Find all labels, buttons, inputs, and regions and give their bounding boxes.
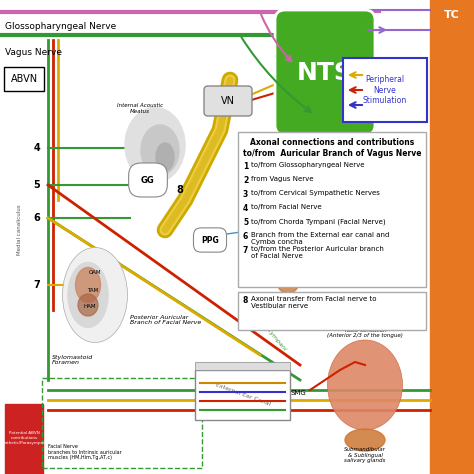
Bar bbox=[42, 378, 202, 468]
Ellipse shape bbox=[141, 125, 179, 175]
Text: Axonal transfer from Facial nerve to
Vestibular nerve: Axonal transfer from Facial nerve to Ves… bbox=[251, 296, 376, 309]
Text: Internal Acoustic
Meatus: Internal Acoustic Meatus bbox=[117, 103, 163, 114]
Ellipse shape bbox=[63, 247, 128, 343]
Text: External Ear Canal: External Ear Canal bbox=[214, 383, 271, 407]
Text: OAM: OAM bbox=[89, 270, 101, 274]
Text: TAM: TAM bbox=[87, 288, 99, 292]
Text: 6: 6 bbox=[243, 232, 248, 241]
Text: NTS: NTS bbox=[297, 61, 353, 84]
Ellipse shape bbox=[345, 429, 385, 451]
Bar bbox=[430, 0, 474, 474]
Text: 1: 1 bbox=[243, 162, 248, 171]
Text: 6: 6 bbox=[34, 213, 40, 223]
Ellipse shape bbox=[294, 212, 316, 228]
FancyBboxPatch shape bbox=[343, 58, 427, 122]
Bar bbox=[5, 404, 43, 474]
Text: VN: VN bbox=[221, 96, 235, 106]
Text: ABVN: ABVN bbox=[10, 74, 37, 84]
Text: Axonal connections and contributions
to/from  Auricular Branch of Vagus Nerve: Axonal connections and contributions to/… bbox=[243, 138, 421, 158]
Text: 7: 7 bbox=[243, 246, 248, 255]
FancyBboxPatch shape bbox=[275, 10, 375, 135]
Text: Medial canaliculus: Medial canaliculus bbox=[18, 205, 22, 255]
Bar bbox=[238, 132, 426, 287]
Text: Peripheral
Nerve
Stimulation: Peripheral Nerve Stimulation bbox=[363, 75, 407, 105]
Text: 7: 7 bbox=[34, 280, 40, 290]
Text: SMG: SMG bbox=[290, 390, 306, 396]
Text: 5: 5 bbox=[243, 218, 248, 227]
Text: 8: 8 bbox=[176, 185, 183, 195]
Text: TC: TC bbox=[444, 10, 460, 20]
Text: PPG: PPG bbox=[201, 236, 219, 245]
Text: 5: 5 bbox=[34, 180, 40, 190]
Bar bbox=[195, 370, 290, 420]
Ellipse shape bbox=[156, 143, 174, 171]
Text: Lacrimal gland: Lacrimal gland bbox=[310, 206, 356, 210]
Ellipse shape bbox=[328, 340, 402, 430]
Text: to/from Facial Nerve: to/from Facial Nerve bbox=[251, 204, 322, 210]
Bar bbox=[195, 362, 290, 370]
Text: from Vagus Nerve: from Vagus Nerve bbox=[251, 176, 313, 182]
Ellipse shape bbox=[75, 267, 100, 302]
Text: Nasal/Palatine
salivary glands: Nasal/Palatine salivary glands bbox=[300, 278, 347, 288]
FancyBboxPatch shape bbox=[4, 67, 44, 91]
Text: 4: 4 bbox=[34, 143, 40, 153]
Text: Stapedius
Muscle: Stapedius Muscle bbox=[258, 247, 289, 258]
Text: 4: 4 bbox=[243, 204, 248, 213]
Text: to/from Chorda Tympani (Facial Nerve): to/from Chorda Tympani (Facial Nerve) bbox=[251, 218, 386, 225]
Text: to/from the Posterior Auricular branch
of Facial Nerve: to/from the Posterior Auricular branch o… bbox=[251, 246, 384, 259]
Text: Taste sensation
(Anterior 2/3 of the tongue): Taste sensation (Anterior 2/3 of the ton… bbox=[327, 328, 403, 338]
Text: Submandibular
& Sublingual
salivary glands: Submandibular & Sublingual salivary glan… bbox=[344, 447, 386, 463]
Text: 3: 3 bbox=[243, 190, 248, 199]
Bar bbox=[238, 292, 426, 330]
Ellipse shape bbox=[68, 263, 108, 328]
Text: Potential ABVN
contributions
(Sympathetic/Parasympathetic): Potential ABVN contributions (Sympatheti… bbox=[0, 431, 57, 445]
Text: Vagus Nerve: Vagus Nerve bbox=[5, 48, 62, 57]
FancyBboxPatch shape bbox=[204, 86, 252, 116]
Text: Glossopharyngeal Nerve: Glossopharyngeal Nerve bbox=[5, 22, 116, 31]
Text: to/from Glossopharyngeal Nerve: to/from Glossopharyngeal Nerve bbox=[251, 162, 365, 168]
Text: 2: 2 bbox=[243, 176, 248, 185]
Text: Stylomastoid
Foramen: Stylomastoid Foramen bbox=[52, 355, 93, 365]
Text: GG: GG bbox=[141, 175, 155, 184]
Text: Facial Nerve
branches to Intrinsic auricular
muscles (HM,Him,Tg,AT,c): Facial Nerve branches to Intrinsic auric… bbox=[48, 444, 122, 460]
Text: 8: 8 bbox=[243, 296, 248, 305]
Ellipse shape bbox=[278, 277, 298, 293]
Text: to/from Cervical Sympathetic Nerves: to/from Cervical Sympathetic Nerves bbox=[251, 190, 380, 196]
Ellipse shape bbox=[239, 246, 251, 264]
Ellipse shape bbox=[78, 294, 98, 316]
Text: Chorda Tympani: Chorda Tympani bbox=[250, 309, 287, 351]
Text: Posterior Auricular
Branch of Facial Nerve: Posterior Auricular Branch of Facial Ner… bbox=[130, 315, 201, 325]
Text: Branch from the External ear canal and
Cymba concha: Branch from the External ear canal and C… bbox=[251, 232, 389, 245]
Text: HAM: HAM bbox=[84, 304, 96, 310]
Ellipse shape bbox=[125, 108, 185, 182]
